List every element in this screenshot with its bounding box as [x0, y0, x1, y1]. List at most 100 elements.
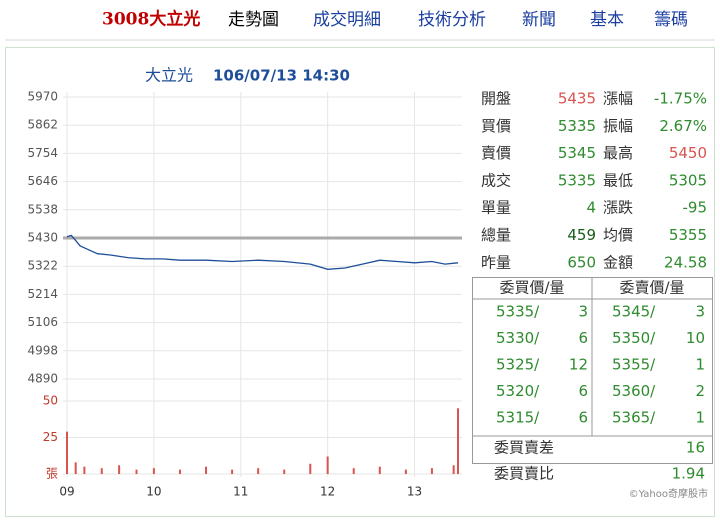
y-tick-label: 50 [43, 394, 58, 408]
order-qty: 6 [578, 329, 588, 347]
order-qty: 6 [578, 382, 588, 400]
quote-value: 4 [586, 199, 596, 217]
nav-tab[interactable]: 新聞 [522, 10, 556, 30]
y-tick-label: 5430 [27, 231, 58, 245]
order-qty: 10 [686, 329, 705, 347]
y-tick-label: 5754 [27, 146, 58, 160]
volume-bar [452, 465, 455, 474]
order-qty: 6 [578, 409, 588, 427]
x-tick-label: 10 [146, 485, 161, 499]
volume-bar [74, 462, 77, 474]
footer: ©Yahoo奇摩股市 [629, 487, 708, 500]
quote-value: 5355 [669, 226, 707, 244]
quote-label: 昨量 [481, 253, 511, 271]
order-price: 5365/ [612, 409, 656, 427]
nav-tab[interactable]: 技術分析 [418, 10, 486, 30]
quote-value: 650 [567, 253, 596, 271]
x-tick-label: 13 [407, 485, 422, 499]
order-price: 5345/ [612, 303, 656, 321]
order-price: 5330/ [496, 329, 540, 347]
y-tick-label: 5646 [27, 174, 58, 188]
chart-title: 大立光 [145, 66, 193, 85]
quote-label: 買價 [481, 117, 511, 135]
quote-label: 漲跌 [603, 199, 633, 217]
quote-value: 5435 [558, 90, 596, 108]
volume-bar [309, 463, 312, 474]
quote-label: 成交 [481, 171, 511, 189]
nav-tab[interactable]: 走勢圖 [228, 10, 279, 30]
y-tick-label: 5970 [27, 90, 58, 104]
quote-label: 單量 [481, 199, 511, 217]
orderbook-header: 委買價/量 [499, 279, 564, 297]
order-price: 5315/ [496, 409, 540, 427]
volume-bar [135, 469, 138, 474]
nav-tab[interactable]: 成交明細 [313, 10, 381, 30]
volume-bar [83, 466, 86, 474]
quote-label: 總量 [481, 226, 511, 244]
y-tick-label: 25 [43, 430, 58, 444]
y-tick-label: 4890 [27, 372, 58, 386]
order-price: 5325/ [496, 356, 540, 374]
y-tick-label: 5862 [27, 118, 58, 132]
nav-tab[interactable]: 籌碼 [654, 10, 688, 30]
orderbook-value: 1.94 [672, 465, 705, 483]
volume-bar [352, 468, 355, 474]
order-price: 5320/ [496, 382, 540, 400]
orderbook-header: 委賣價/量 [619, 279, 684, 297]
quote-value: 5345 [558, 144, 596, 162]
quote-label: 漲幅 [603, 90, 633, 108]
quote-value: 24.58 [664, 253, 707, 271]
y-tick-label: 5538 [27, 202, 58, 216]
volume-bar [457, 408, 459, 474]
volume-bar [118, 465, 121, 474]
volume-bar [326, 456, 329, 474]
order-price: 5355/ [612, 356, 656, 374]
volume-bar [257, 468, 260, 474]
quote-label: 金額 [603, 253, 633, 271]
order-qty: 2 [695, 382, 705, 400]
order-qty: 3 [695, 303, 705, 321]
orderbook-value: 16 [686, 439, 705, 457]
quote-value: 459 [567, 226, 596, 244]
quote-label: 振幅 [603, 117, 633, 135]
volume-bar [430, 468, 433, 474]
y-tick-label: 5106 [27, 315, 58, 329]
y-tick-label: 張 [46, 467, 58, 481]
quote-label: 賣價 [481, 144, 511, 162]
quote-value: 5305 [669, 171, 707, 189]
order-price: 5350/ [612, 329, 656, 347]
order-qty: 1 [695, 356, 705, 374]
x-tick-label: 09 [59, 485, 74, 499]
order-qty: 3 [578, 303, 588, 321]
volume-bar [66, 431, 68, 474]
quote-value: 5450 [669, 144, 707, 162]
volume-bar [378, 466, 381, 474]
volume-bar [178, 469, 181, 474]
volume-bar [152, 468, 155, 474]
volume-bar [404, 469, 407, 474]
volume-bar [100, 468, 103, 474]
order-qty: 12 [569, 356, 588, 374]
stock-title: 3008大立光 [102, 9, 200, 30]
quote-value: -95 [683, 199, 708, 217]
order-price: 5335/ [496, 303, 540, 321]
quote-label: 均價 [603, 226, 633, 244]
quote-value: 5335 [558, 171, 596, 189]
quote-label: 開盤 [481, 90, 511, 108]
order-price: 5360/ [612, 382, 656, 400]
x-tick-label: 11 [233, 485, 248, 499]
y-tick-label: 4998 [27, 343, 58, 357]
nav-tab[interactable]: 基本 [590, 10, 624, 30]
chart-subtitle: 106/07/13 14:30 [213, 67, 350, 85]
quote-value: -1.75% [654, 90, 707, 108]
y-tick-label: 5214 [27, 287, 58, 301]
quote-value: 2.67% [659, 117, 707, 135]
y-tick-label: 5322 [27, 259, 58, 273]
quote-value: 5335 [558, 117, 596, 135]
quote-label: 最高 [603, 144, 633, 162]
volume-bar [205, 466, 208, 474]
volume-bar [283, 469, 286, 474]
volume-bar [231, 469, 234, 474]
x-tick-label: 12 [320, 485, 335, 499]
